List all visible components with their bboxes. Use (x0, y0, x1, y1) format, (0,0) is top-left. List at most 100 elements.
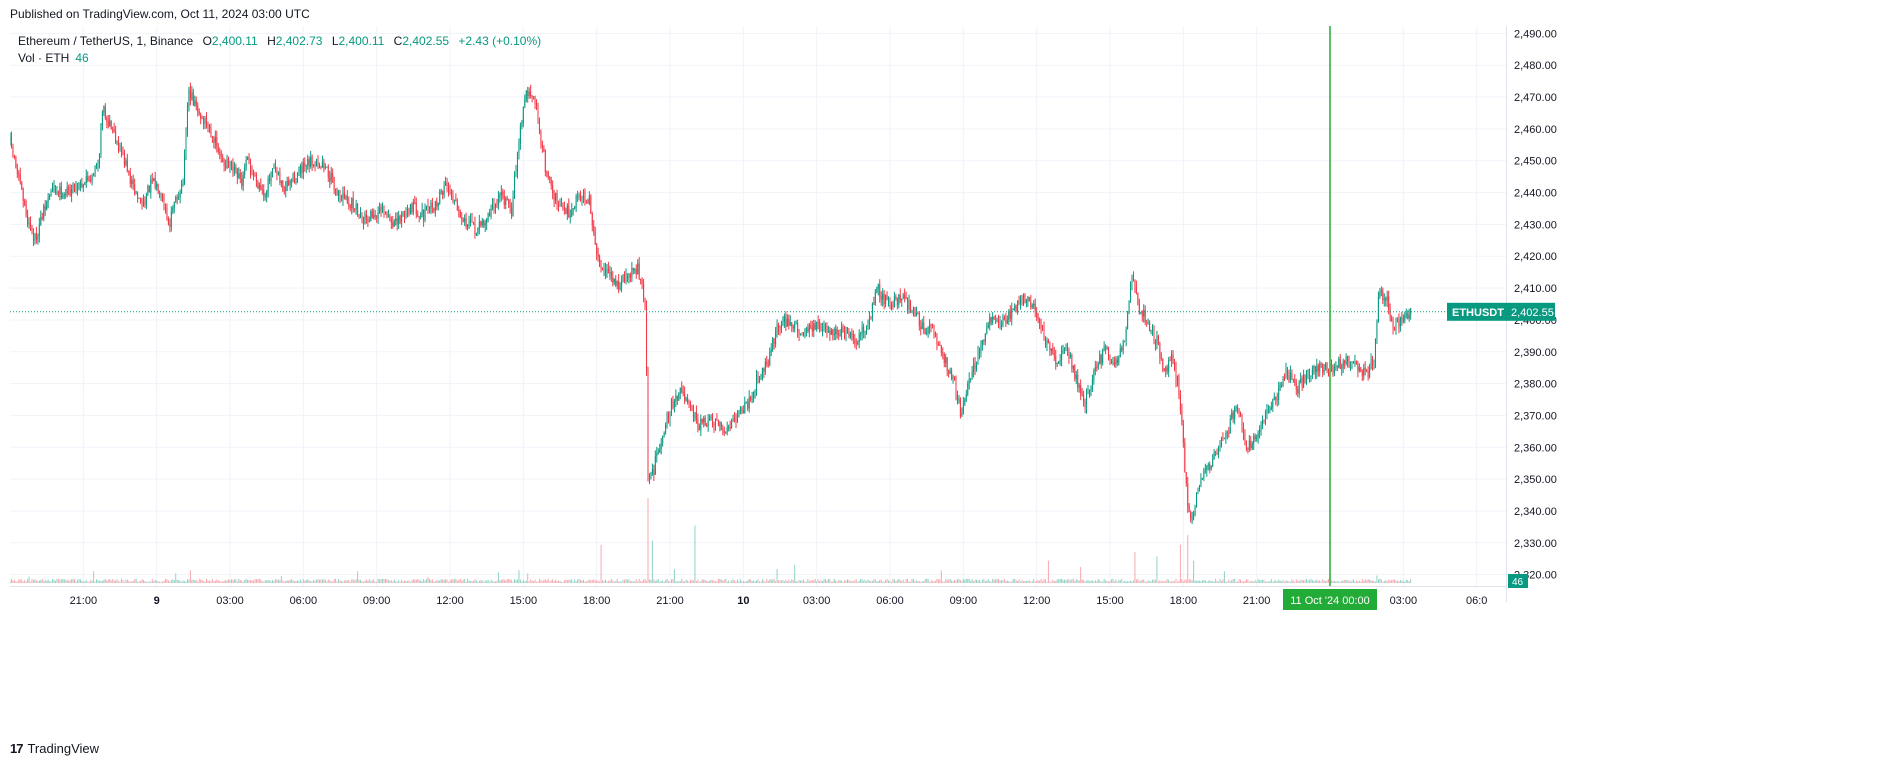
volume-bar (34, 579, 36, 583)
volume-bar (57, 578, 59, 583)
volume-bar (719, 578, 721, 583)
volume-bar (317, 579, 319, 583)
candle-body (349, 206, 351, 208)
candle-body (406, 210, 408, 212)
volume-bar (360, 579, 362, 583)
candle-body (27, 214, 29, 225)
candle-body (904, 294, 906, 299)
candle-body (673, 401, 675, 408)
volume-bar (1149, 581, 1151, 583)
candle-body (79, 183, 81, 187)
candle-body (104, 106, 106, 119)
volume-bar (753, 580, 755, 583)
volume-bar (1020, 581, 1022, 583)
candle-body (758, 379, 760, 383)
candle-body (811, 327, 813, 331)
candle-body (1256, 437, 1258, 439)
candle-body (710, 416, 712, 419)
candle-body (1014, 305, 1016, 309)
candle-body (213, 138, 215, 143)
candle-body (1134, 280, 1136, 287)
volume-bar (200, 579, 202, 583)
volume-bar (861, 579, 863, 583)
candle-body (208, 126, 210, 128)
volume-bar (358, 579, 360, 583)
candle-body (1011, 309, 1013, 319)
candle-body (885, 294, 887, 304)
volume-bar (1198, 580, 1200, 583)
candle-body (404, 213, 406, 219)
last-price-badge[interactable] (1447, 302, 1555, 321)
volume-bar (148, 581, 150, 583)
candle-body (665, 424, 667, 433)
volume-bar (478, 580, 480, 583)
volume-bar (455, 578, 457, 583)
volume-bar (10, 580, 11, 583)
volume-bar (1153, 579, 1155, 583)
candle-body (200, 114, 202, 119)
candle-body (565, 208, 567, 214)
volume-bar (1372, 580, 1374, 583)
chart-frame[interactable]: 2,490.00 2,480.00 2,470.00 2,460.00 2,450.00… (10, 26, 1808, 726)
volume-bar (666, 578, 668, 583)
candle-body (921, 322, 923, 330)
price-axis-label: 2,480.00 (1514, 60, 1557, 72)
volume-bar (412, 579, 414, 583)
volume-bar (107, 579, 109, 583)
volume-bar (921, 581, 923, 583)
volume-bar (260, 579, 262, 583)
volume-bar (131, 581, 133, 583)
volume-bar (514, 579, 516, 583)
candle-body (377, 212, 379, 218)
volume-bar (327, 579, 329, 583)
candle-body (69, 188, 71, 196)
volume-bar (1247, 579, 1249, 583)
volume-bar (1088, 581, 1090, 583)
candle-body (672, 400, 674, 408)
candle-body (72, 183, 74, 189)
candle-body (956, 395, 958, 403)
candle-body (857, 342, 859, 344)
volume-bar (22, 581, 24, 583)
volume-bar (783, 581, 785, 583)
legend-volume-label[interactable]: Vol · ETH (18, 51, 70, 65)
volume-bar (487, 579, 489, 583)
volume-bar (91, 580, 93, 583)
volume-bar (1379, 578, 1381, 583)
candle-body (537, 105, 539, 123)
candle-body (1219, 445, 1221, 448)
volume-bar (588, 579, 590, 583)
volume-bar (829, 578, 831, 583)
candle-body (506, 198, 508, 201)
candle-body (657, 452, 659, 454)
candle-body (292, 173, 294, 182)
candle-body (129, 171, 131, 185)
candle-body (354, 209, 356, 211)
candle-body (996, 320, 998, 322)
volume-bar (217, 580, 219, 583)
volume-bar (459, 578, 461, 583)
volume-bar (1168, 579, 1170, 583)
footer-brand[interactable]: 17 TradingView (10, 741, 99, 756)
volume-bar (267, 580, 269, 583)
volume-bar (1052, 579, 1054, 583)
candle-body (599, 256, 601, 267)
volume-bar (81, 580, 83, 583)
legend-symbol[interactable]: Ethereum / TetherUS, 1, Binance (18, 34, 194, 48)
volume-bar (184, 581, 186, 583)
price-chart[interactable]: 2,490.002,480.002,470.002,460.002,450.00… (10, 26, 1808, 726)
volume-bar (1049, 581, 1051, 583)
volume-bar (1194, 580, 1196, 583)
volume-bar (361, 581, 363, 583)
candle-body (308, 159, 310, 167)
volume-bar (1008, 581, 1010, 583)
volume-bar (936, 578, 938, 583)
volume-bar (1370, 580, 1372, 583)
volume-bar (1159, 580, 1161, 583)
candle-body (836, 329, 838, 335)
candle-body (929, 324, 931, 328)
volume-bar (1223, 571, 1225, 583)
candle-body (1163, 370, 1165, 372)
candle-body (839, 333, 841, 336)
candle-body (1229, 418, 1231, 434)
